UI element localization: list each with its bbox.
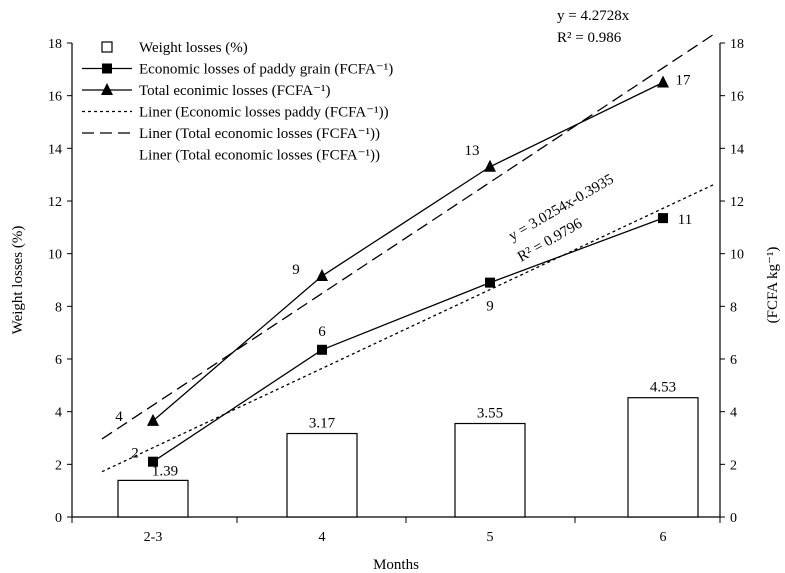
legend-symbol-square: [102, 63, 112, 74]
square-marker: [148, 456, 158, 467]
y-tick-label-right: 0: [730, 511, 737, 526]
y-tick-label-right: 16: [730, 90, 744, 105]
bar: [627, 397, 699, 518]
y-tick-label-left: 16: [48, 90, 62, 105]
bar: [286, 432, 358, 518]
trendline-total: [101, 33, 715, 440]
y-tick-label-left: 14: [48, 142, 62, 157]
series-point-label: 17: [676, 73, 692, 89]
triangle-marker: [484, 159, 496, 172]
x-axis-title: Months: [373, 557, 419, 573]
y-tick-label-left: 12: [48, 195, 62, 210]
bar-value-label: 3.17: [309, 416, 336, 432]
legend-label: Weight losses (%): [139, 40, 248, 56]
triangle-marker: [657, 75, 669, 88]
legend-symbol-bar: [101, 41, 113, 53]
x-tick-label: 4: [319, 530, 326, 545]
trendlines: [101, 33, 715, 473]
series-point-label: 2: [131, 446, 139, 462]
legend-label: Economic losses of paddy grain (FCFA⁻¹): [139, 62, 393, 78]
y-tick-label-left: 0: [55, 511, 62, 526]
bar-value-label: 4.53: [650, 380, 676, 396]
data-labels: 1.39 3.17 3.55 4.53 2 6 9 11 4 9 13 17: [115, 73, 692, 480]
series-lines: [147, 75, 669, 467]
y-tick-label-right: 18: [730, 37, 744, 52]
series-point-label: 9: [486, 299, 494, 315]
legend-label: Liner (Economic losses paddy (FCFA⁻¹)): [139, 105, 389, 121]
triangle-marker: [147, 413, 159, 426]
series-line-total: [152, 81, 664, 422]
legend-label: Liner (Total economic losses (FCFA⁻¹)): [139, 126, 380, 142]
bar-value-label: 1.39: [152, 463, 178, 479]
triangle-marker: [316, 269, 328, 282]
series-point-label: 11: [678, 212, 692, 228]
legend-label: Total econimic losses (FCFA⁻¹): [139, 83, 330, 99]
y-tick-label-right: 4: [730, 406, 737, 421]
y-tick-label-right: 8: [730, 300, 737, 315]
y-axis-title-left: Weight losses (%): [10, 226, 26, 335]
y-tick-label-right: 6: [730, 353, 737, 368]
y-tick-label-right: 14: [730, 142, 744, 157]
series-point-label: 6: [318, 324, 326, 340]
y-tick-label-right: 10: [730, 248, 744, 263]
square-marker: [658, 213, 668, 224]
trend-r2-total: R² = 0.986: [557, 30, 622, 46]
series-line-paddy: [152, 217, 664, 463]
trendline-paddy: [101, 183, 715, 473]
legend-symbol-triangle: [101, 83, 113, 95]
y-tick-label-left: 8: [55, 300, 62, 315]
y-tick-label-right: 2: [730, 458, 737, 473]
x-tick-label: 2-3: [144, 530, 163, 545]
x-tick-label: 5: [487, 530, 494, 545]
y-tick-label-left: 2: [55, 458, 62, 473]
y-tick-label-left: 10: [48, 248, 62, 263]
bars: [117, 397, 699, 518]
legend-label-continued: Liner (Total economic losses (FCFA⁻¹)): [139, 148, 380, 164]
bar: [454, 422, 526, 518]
y-tick-label-right: 12: [730, 195, 744, 210]
y-axis-title-right: (FCFA kg⁻¹): [765, 247, 781, 324]
axis-titles: Months Weight losses (%) (FCFA kg⁻¹): [10, 226, 781, 573]
square-marker: [317, 344, 327, 355]
bar-value-label: 3.55: [477, 406, 503, 422]
square-marker: [485, 277, 495, 288]
series-point-label: 9: [292, 262, 300, 278]
x-tick-label: 6: [660, 530, 667, 545]
series-point-label: 4: [115, 409, 123, 425]
legend: Weight losses (%) Economic losses of padd…: [82, 40, 393, 164]
series-point-label: 13: [465, 143, 480, 159]
bar: [117, 479, 189, 518]
y-tick-label-left: 18: [48, 37, 62, 52]
y-tick-label-left: 6: [55, 353, 62, 368]
y-tick-label-left: 4: [55, 406, 62, 421]
trend-equation-total: y = 4.2728x: [557, 8, 630, 24]
